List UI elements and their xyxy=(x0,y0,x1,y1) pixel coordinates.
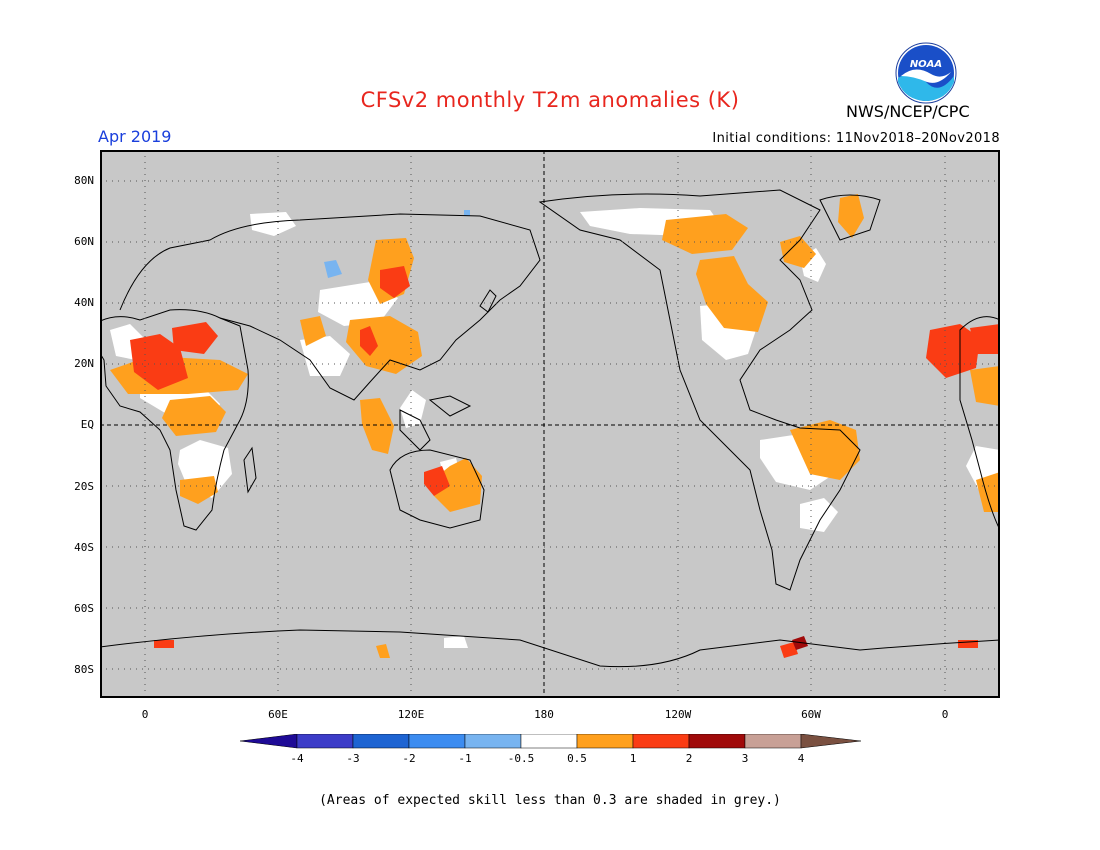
anomaly-map xyxy=(100,150,1000,698)
lon-label-120e: 120E xyxy=(397,708,425,721)
colorbar-label: -1 xyxy=(458,752,472,765)
colorbar-label: 3 xyxy=(741,752,749,765)
colorbar-label: -2 xyxy=(402,752,416,765)
colorbar-cell-1 xyxy=(296,734,354,749)
lon-label-0: 0 xyxy=(141,708,149,721)
colorbar-cell-6 xyxy=(576,734,634,749)
valid-month-label: Apr 2019 xyxy=(98,127,172,146)
cool-anomaly-areas xyxy=(324,210,470,278)
colorbar-label: 4 xyxy=(797,752,805,765)
colorbar-label: -4 xyxy=(290,752,304,765)
colorbar-cell-10 xyxy=(800,734,862,749)
logo-text: NOAA xyxy=(910,59,942,70)
skill-footnote: (Areas of expected skill less than 0.3 a… xyxy=(319,793,781,808)
colorbar-label: -3 xyxy=(346,752,360,765)
gridlines xyxy=(100,150,1000,698)
organization-label: NWS/NCEP/CPC xyxy=(846,102,970,121)
lat-label-40n: 40N xyxy=(74,296,94,309)
initial-conditions-label: Initial conditions: 11Nov2018–20Nov2018 xyxy=(712,131,1000,146)
lat-label-20n: 20N xyxy=(74,357,94,370)
colorbar-label: 0.5 xyxy=(567,752,587,765)
lat-label-60s: 60S xyxy=(74,602,94,615)
lon-label-0-east: 0 xyxy=(941,708,949,721)
lat-label-80s: 80S xyxy=(74,663,94,676)
colorbar-cell-7 xyxy=(632,734,690,749)
equator-and-dateline xyxy=(100,150,1000,698)
noaa-logo-icon: NOAA xyxy=(895,42,957,104)
chart-title: CFSv2 monthly T2m anomalies (K) xyxy=(360,88,740,112)
anomaly-field xyxy=(110,194,1000,658)
lat-label-60n: 60N xyxy=(74,235,94,248)
colorbar-label: 1 xyxy=(629,752,637,765)
lat-label-80n: 80N xyxy=(74,174,94,187)
colorbar-label: -0.5 xyxy=(507,752,535,765)
colorbar-cell-5 xyxy=(520,734,578,749)
colorbar-cell-4 xyxy=(464,734,522,749)
map-frame xyxy=(100,150,1000,698)
colorbar-cell-3 xyxy=(408,734,466,749)
colorbar-label: 2 xyxy=(685,752,693,765)
colorbar-cell-0 xyxy=(240,734,298,749)
colorbar-cell-9 xyxy=(744,734,802,749)
colorbar-cell-2 xyxy=(352,734,410,749)
lat-label-40s: 40S xyxy=(74,541,94,554)
colorbar xyxy=(240,734,862,749)
lat-label-eq: EQ xyxy=(80,418,94,431)
warm-anomaly-areas xyxy=(110,194,1000,658)
lon-label-120w: 120W xyxy=(664,708,692,721)
lat-label-20s: 20S xyxy=(74,480,94,493)
lon-label-60e: 60E xyxy=(268,708,288,721)
lon-label-60w: 60W xyxy=(801,708,821,721)
map-background xyxy=(100,150,1000,698)
colorbar-cell-8 xyxy=(688,734,746,749)
lon-label-180: 180 xyxy=(534,708,554,721)
